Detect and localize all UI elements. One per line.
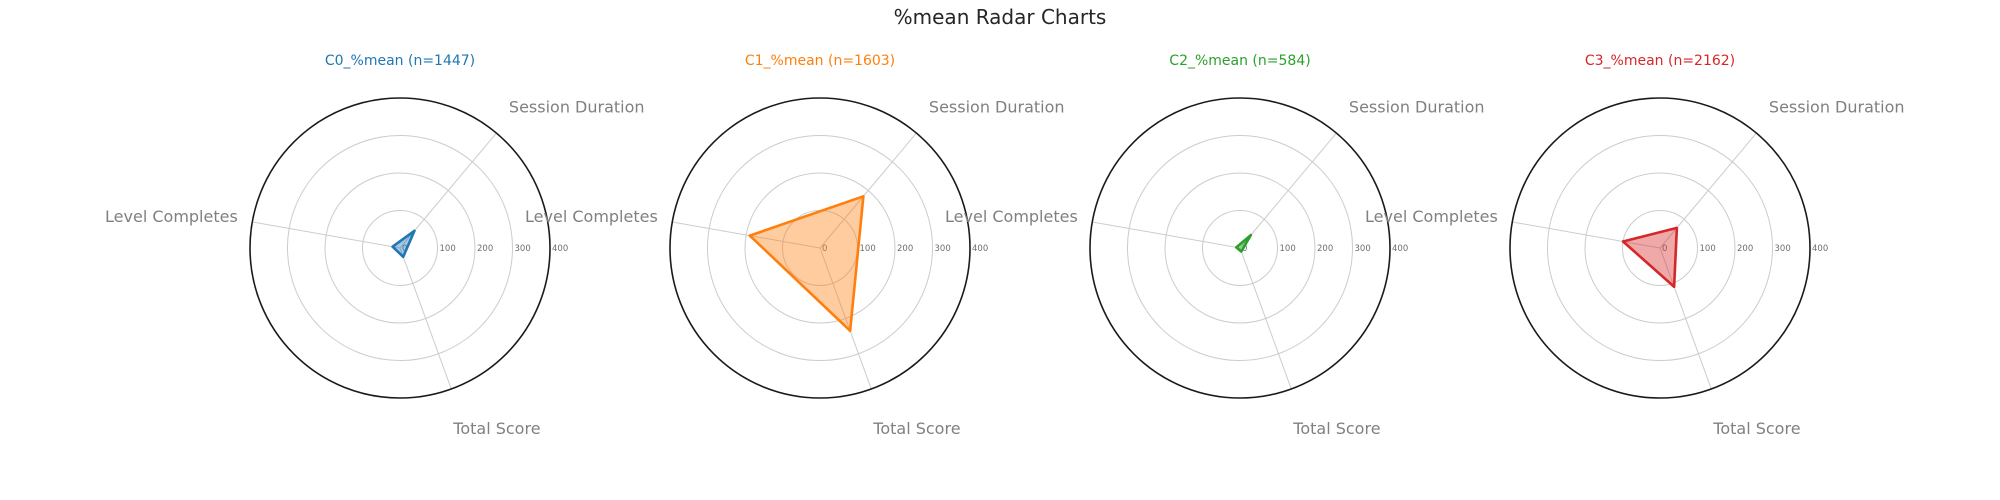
tick-label: 400 bbox=[552, 244, 568, 254]
axis-spoke bbox=[252, 221, 401, 249]
axis-label: Session Duration bbox=[1349, 97, 1485, 116]
tick-label: 400 bbox=[1812, 244, 1828, 254]
tick-label: 200 bbox=[897, 244, 913, 254]
axis-spoke bbox=[1659, 247, 1712, 390]
axis-label: Total Score bbox=[1712, 419, 1800, 438]
data-point bbox=[862, 195, 865, 198]
data-point bbox=[1672, 285, 1676, 288]
outer-frame bbox=[1509, 97, 1811, 399]
data-point bbox=[402, 255, 405, 259]
axis-label: Level Completes bbox=[1365, 207, 1498, 226]
grid-circle bbox=[362, 210, 438, 286]
grid-circle bbox=[1202, 210, 1278, 286]
grid-circle bbox=[707, 135, 933, 361]
axis-label: Level Completes bbox=[945, 207, 1078, 226]
tick-label: 300 bbox=[935, 244, 951, 254]
axis-spoke bbox=[819, 247, 872, 390]
radar-chart-1: C1_%mean (n=1603) 0 100 200 300 400 Session Du… bbox=[525, 53, 1064, 438]
axis-label: Level Completes bbox=[525, 207, 658, 226]
axis-label: Session Duration bbox=[929, 97, 1065, 116]
tick-label: 300 bbox=[1775, 244, 1791, 254]
grid-circle bbox=[1547, 135, 1773, 361]
axis-spoke bbox=[399, 247, 452, 390]
tick-label: 100 bbox=[860, 244, 876, 254]
grid-circle bbox=[744, 172, 896, 324]
axis-spoke bbox=[1092, 221, 1241, 249]
grid-circle bbox=[1164, 172, 1316, 324]
tick-label: 400 bbox=[1392, 244, 1408, 254]
grid-circle bbox=[324, 172, 476, 324]
axis-spoke bbox=[819, 132, 917, 249]
axis-label: Total Score bbox=[452, 419, 540, 438]
data-point bbox=[1675, 226, 1679, 230]
data-polygon bbox=[1235, 233, 1253, 253]
tick-label: 100 bbox=[1700, 244, 1716, 254]
tick-label: 100 bbox=[1280, 244, 1296, 254]
tick-label: 0 bbox=[1662, 244, 1667, 254]
outer-frame bbox=[1089, 97, 1391, 399]
data-polygon bbox=[391, 229, 416, 259]
tick-label: 300 bbox=[1355, 244, 1371, 254]
axis-spoke bbox=[1239, 132, 1337, 249]
tick-label: 0 bbox=[1242, 244, 1247, 254]
grid-circle bbox=[1584, 172, 1736, 324]
axis-spoke bbox=[399, 132, 497, 249]
data-polygon bbox=[748, 194, 865, 333]
tick-label: 200 bbox=[1317, 244, 1333, 254]
data-point bbox=[1249, 233, 1253, 237]
tick-label: 200 bbox=[477, 244, 493, 254]
subplot-title: C2_%mean (n=584) bbox=[1169, 53, 1310, 69]
axis-label: Level Completes bbox=[105, 207, 238, 226]
tick-label: 0 bbox=[822, 244, 827, 254]
axis-label: Total Score bbox=[1292, 419, 1380, 438]
tick-label: 200 bbox=[1737, 244, 1753, 254]
axis-label: Total Score bbox=[872, 419, 960, 438]
grid-circle bbox=[1622, 210, 1698, 286]
tick-label: 100 bbox=[440, 244, 456, 254]
data-point bbox=[848, 329, 852, 333]
radar-chart-2: C2_%mean (n=584) 0 100 200 300 400 Session Dur… bbox=[945, 53, 1484, 438]
radar-chart-3: C3_%mean (n=2162) 0 100 200 300 400 Session Du… bbox=[1365, 53, 1904, 438]
data-point bbox=[1621, 240, 1625, 243]
outer-frame bbox=[669, 97, 971, 399]
data-polygon bbox=[1621, 226, 1679, 289]
axis-spoke bbox=[1512, 221, 1661, 249]
data-point bbox=[1240, 250, 1243, 253]
grid-circle bbox=[287, 135, 513, 361]
axis-spoke bbox=[672, 221, 821, 249]
tick-label: 300 bbox=[515, 244, 531, 254]
axis-spoke bbox=[1239, 247, 1292, 390]
tick-label: 400 bbox=[972, 244, 988, 254]
data-point bbox=[413, 229, 416, 232]
outer-frame bbox=[249, 97, 551, 399]
radar-chart-0: C0_%mean (n=1447) 0 100 200 300 400 Session Du… bbox=[105, 53, 644, 438]
data-point bbox=[748, 234, 752, 237]
subplot-title: C1_%mean (n=1603) bbox=[745, 53, 895, 69]
grid-circle bbox=[1127, 135, 1353, 361]
data-point bbox=[1235, 246, 1238, 249]
subplot-title: C3_%mean (n=2162) bbox=[1585, 53, 1735, 69]
subplot-title: C0_%mean (n=1447) bbox=[325, 53, 475, 69]
axis-label: Session Duration bbox=[509, 97, 645, 116]
page-title: %mean Radar Charts bbox=[893, 5, 1107, 29]
data-point bbox=[391, 245, 394, 248]
axis-label: Session Duration bbox=[1769, 97, 1905, 116]
tick-label: 0 bbox=[402, 244, 407, 254]
